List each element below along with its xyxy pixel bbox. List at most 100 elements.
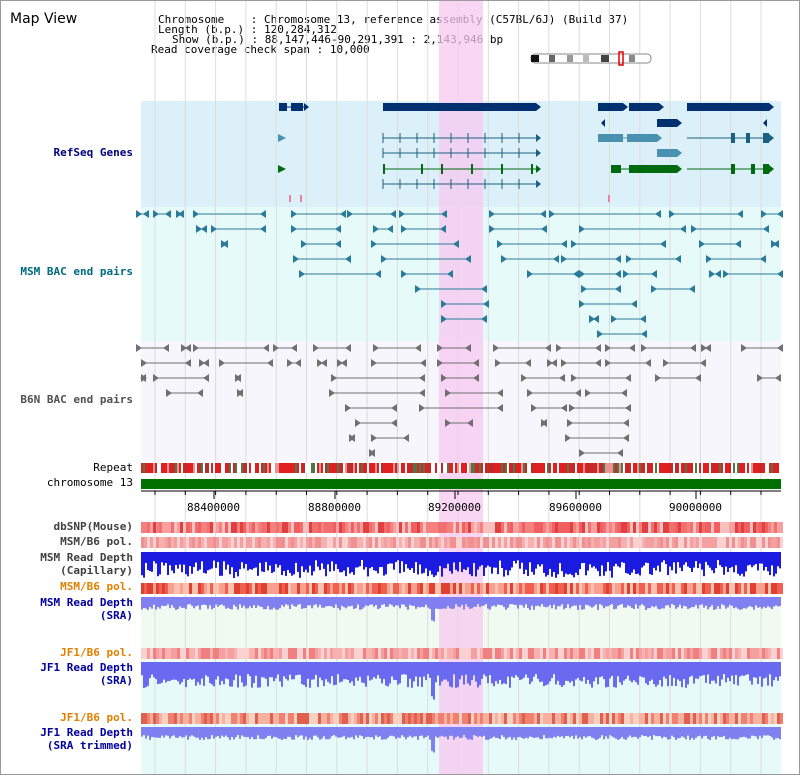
jf1-b6-pol-cell xyxy=(462,648,465,659)
msm-capillary-depth-bar xyxy=(331,552,333,562)
jf1-b6-pol-cell xyxy=(192,713,195,724)
msm-b6-pol-cell xyxy=(780,583,783,594)
msm-sra-depth-bar xyxy=(271,597,273,610)
jf1-sra-depth-bar xyxy=(331,662,333,677)
jf1-b6-pol-cell xyxy=(663,713,666,724)
jf1-sra-depth-bar xyxy=(569,662,571,683)
jf1-trimmed-depth-bar xyxy=(627,727,629,738)
msm-bac-track[interactable] xyxy=(136,210,783,338)
jf1-trimmed-depth-bar xyxy=(573,727,575,739)
msm-b6-pol-cell xyxy=(327,537,330,548)
b6n-bac-track[interactable] xyxy=(136,344,783,457)
jf1-trimmed-depth-bar xyxy=(281,727,283,740)
dbsnp-cell xyxy=(180,522,183,533)
jf1-sra-depth-bar xyxy=(761,662,763,687)
gene-strand-arrow xyxy=(278,134,286,142)
dbsnp-cell xyxy=(609,522,612,533)
dbsnp-cell xyxy=(579,522,582,533)
jf1-b6-pol-cell xyxy=(663,648,666,659)
jf1-trimmed-depth-bar xyxy=(453,727,455,740)
msm-b6-pol-cell xyxy=(264,583,267,594)
jf1-sra-depth-bar xyxy=(449,662,451,687)
msm-sra-depth-bar xyxy=(333,597,335,609)
msm-capillary-depth-bar xyxy=(483,552,485,576)
jf1-b6-pol-cell xyxy=(750,648,753,659)
jf1-b6-pol-cell xyxy=(420,648,423,659)
jf1-sra-depth-bar xyxy=(683,662,685,680)
dbsnp-cell xyxy=(465,522,468,533)
dbsnp-cell xyxy=(468,522,471,533)
jf1-b6-pol-cell xyxy=(174,713,177,724)
b6n-bac-pair-end xyxy=(527,389,533,397)
jf1-trimmed-depth-bar xyxy=(763,727,765,736)
repeat-block xyxy=(159,463,161,473)
msm-capillary-depth-bar xyxy=(673,552,675,563)
msm-capillary-depth-bar xyxy=(623,552,625,563)
msm-sra-depth-bar xyxy=(193,597,195,609)
repeat-block xyxy=(421,463,423,473)
jf1-trimmed-depth-bar xyxy=(221,727,223,736)
jf1-trimmed-depth-bar xyxy=(663,727,665,737)
msm-sra-depth-bar xyxy=(633,597,635,610)
jf1-b6-pol-cell xyxy=(696,713,699,724)
repeat-block xyxy=(365,463,367,473)
msm-sra-depth-bar xyxy=(729,597,731,605)
msm-bac-pair-end xyxy=(611,315,617,323)
msm-capillary-depth-bar xyxy=(165,552,167,564)
repeat-block xyxy=(355,463,357,473)
repeat-block xyxy=(683,463,685,473)
msm-sra-depth-bar xyxy=(559,597,561,607)
msm-sra-depth-bar xyxy=(735,597,737,608)
msm-sra-depth-bar xyxy=(403,597,405,605)
b6n-bac-pair-end xyxy=(295,359,301,367)
repeat-block xyxy=(221,463,223,473)
msm-b6-pol-cell xyxy=(534,583,537,594)
msm-sra-depth-bar xyxy=(591,597,593,608)
msm-sra-depth-bar xyxy=(381,597,383,605)
jf1-sra-depth-bar xyxy=(403,662,405,675)
msm-bac-pair-end xyxy=(447,270,453,278)
jf1-sra-depth-bar xyxy=(579,662,581,681)
b6n-bac-pair-end xyxy=(391,404,397,412)
b6n-bac-pair-end xyxy=(495,359,501,367)
msm-capillary-depth-bar xyxy=(147,552,149,570)
repeat-block xyxy=(709,463,711,473)
msm-sra-depth-bar xyxy=(617,597,619,606)
ruler-tick-label: 89600000 xyxy=(549,501,602,514)
msm-b6-pol-cell xyxy=(594,583,597,594)
repeat-block xyxy=(235,463,237,473)
jf1-sra-depth-bar xyxy=(333,662,335,686)
dbsnp-cell xyxy=(588,522,591,533)
repeat-block xyxy=(559,463,561,473)
jf1-b6-pol-cell xyxy=(339,648,342,659)
dbsnp-cell xyxy=(774,522,777,533)
msm-sra-depth-bar xyxy=(159,597,161,609)
jf1-b6-pol-cell xyxy=(756,648,759,659)
msm-b6-pol-cell xyxy=(714,537,717,548)
jf1-b6-pol-cell xyxy=(267,713,270,724)
jf1-sra-depth-bar xyxy=(539,662,541,682)
msm-b6-pol-cell xyxy=(537,583,540,594)
msm-sra-depth-bar xyxy=(145,597,147,609)
jf1-trimmed-depth-bar xyxy=(545,727,547,739)
dbsnp-cell xyxy=(162,522,165,533)
jf1-sra-depth-bar xyxy=(503,662,505,684)
msm-capillary-depth-bar xyxy=(347,552,349,568)
dbsnp-cell xyxy=(294,522,297,533)
dbsnp-cell xyxy=(744,522,747,533)
msm-sra-depth-bar xyxy=(269,597,271,610)
msm-sra-depth-bar xyxy=(689,597,691,609)
jf1-trimmed-depth-bar xyxy=(511,727,513,740)
msm-b6-pol-cell xyxy=(750,583,753,594)
repeat-block xyxy=(667,463,669,473)
jf1-sra-depth-bar xyxy=(385,662,387,686)
msm-b6-pol-cell xyxy=(762,537,765,548)
repeat-block xyxy=(217,463,219,473)
chromosome-ideogram[interactable] xyxy=(530,51,652,66)
dbsnp-cell xyxy=(645,522,648,533)
refseq-genes-track[interactable] xyxy=(278,103,774,202)
msm-sra-depth-bar xyxy=(621,597,623,605)
jf1-b6-pol-cell xyxy=(306,648,309,659)
msm-capillary-depth-bar xyxy=(587,552,589,571)
